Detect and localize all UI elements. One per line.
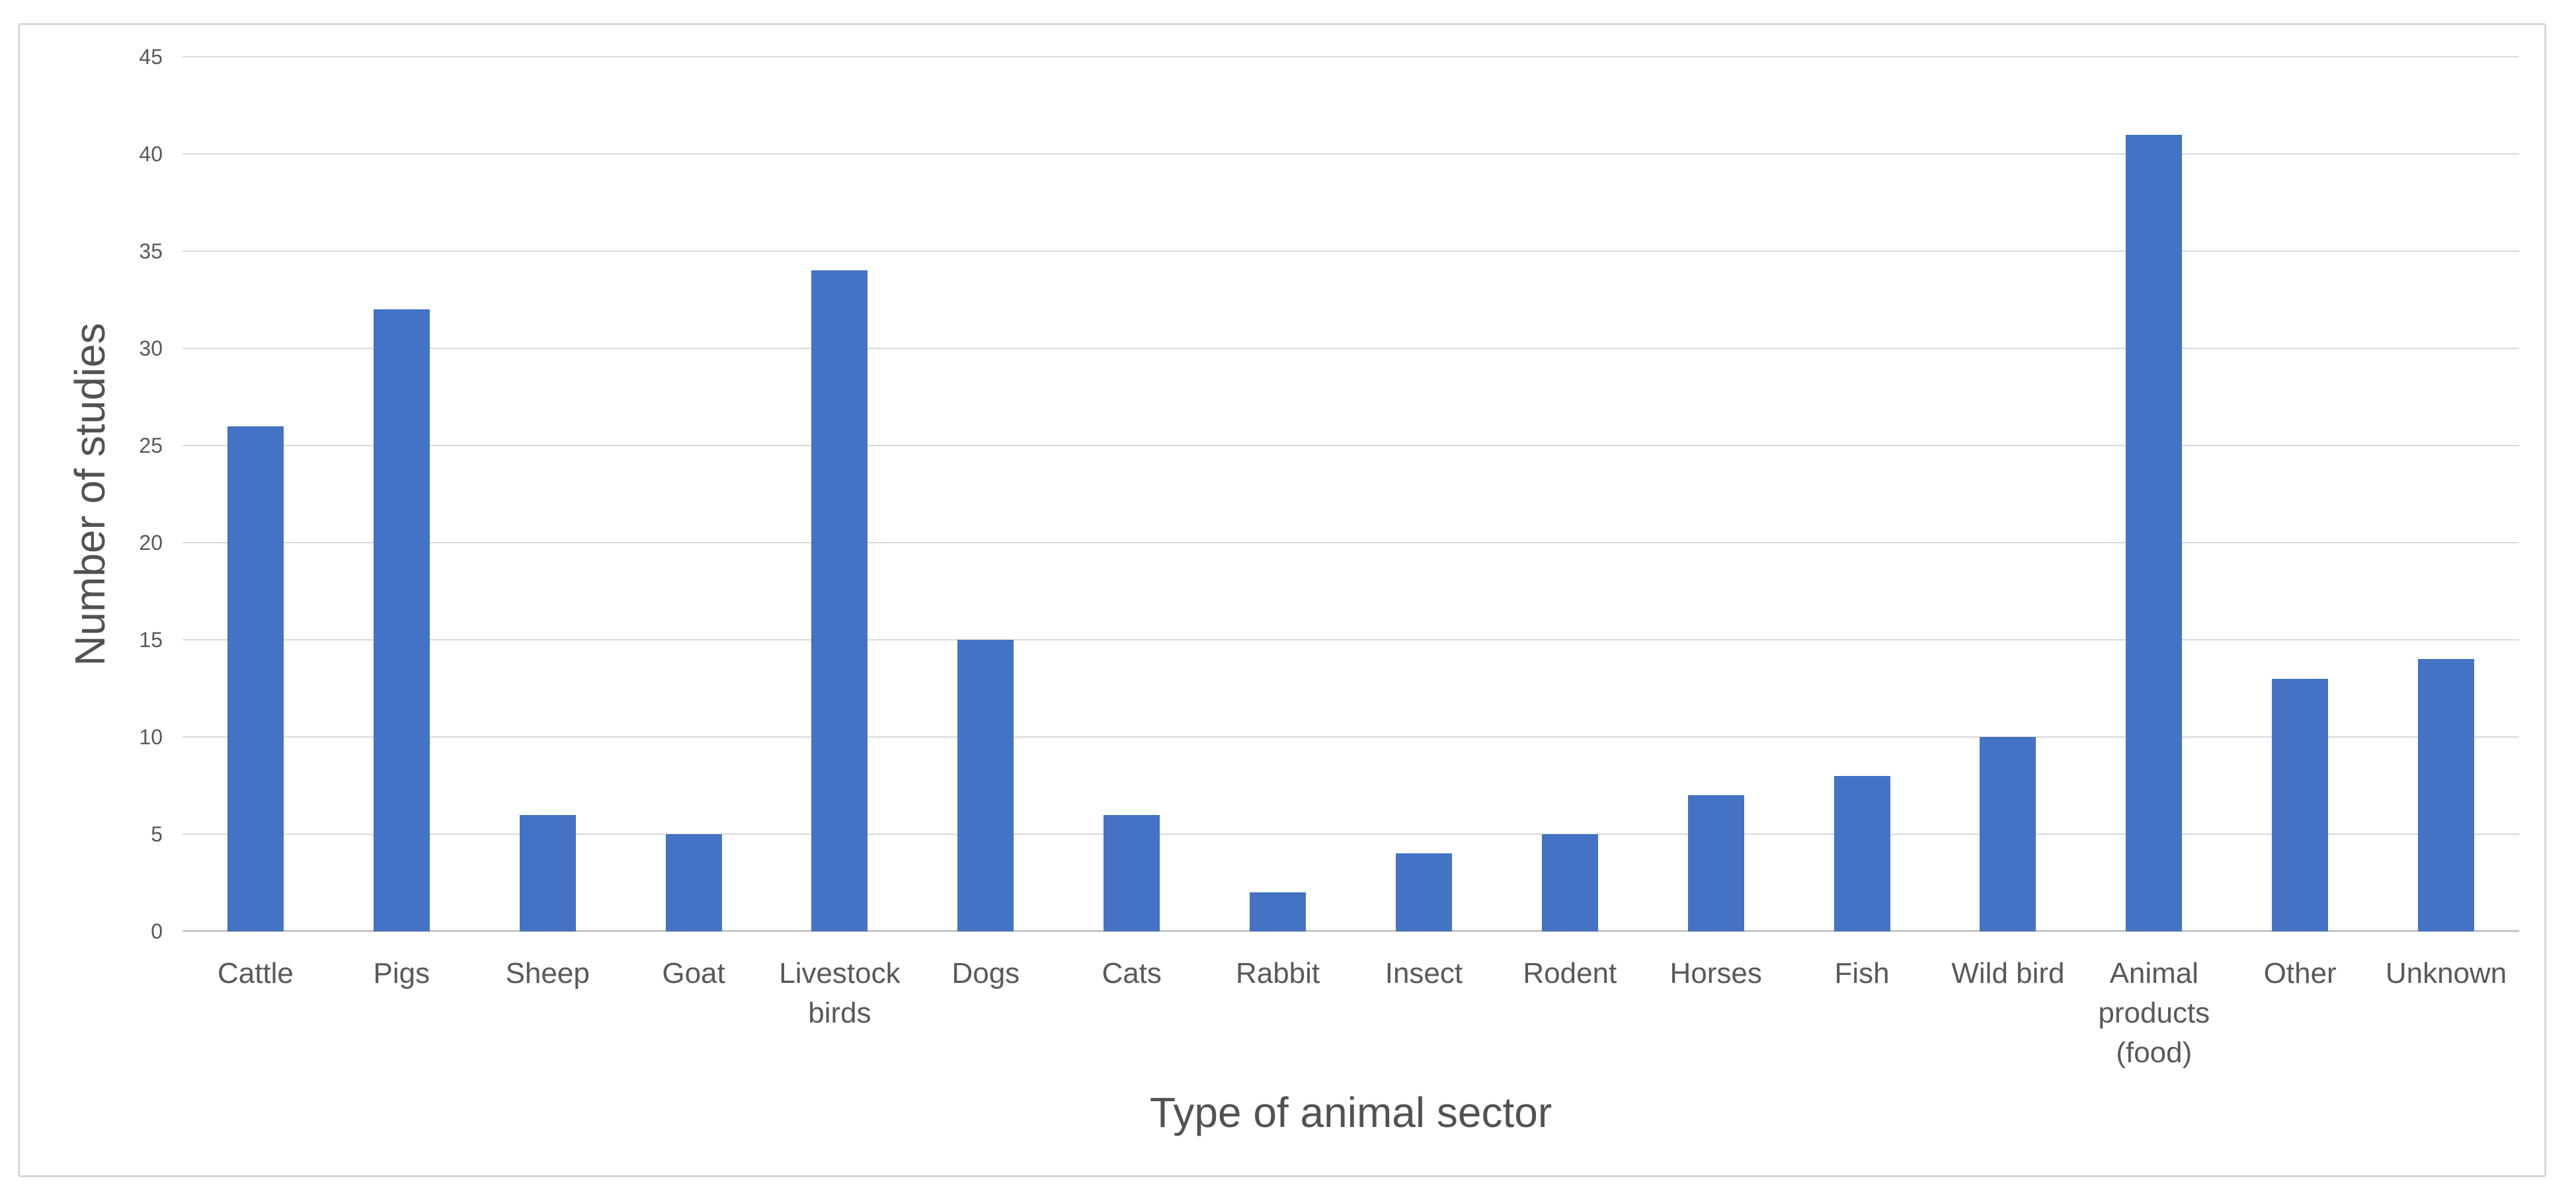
y-tick-label-40: 40 bbox=[139, 142, 163, 166]
bar-sheep bbox=[519, 814, 576, 931]
category-label-sheep: Sheep bbox=[505, 957, 590, 990]
x-axis-line bbox=[182, 930, 2519, 932]
chart-figure: 0 5 10 15 20 25 30 35 40 45 Cattle Pigs Sheep Goat Li… bbox=[18, 23, 2546, 1177]
bar-cattle bbox=[227, 426, 284, 931]
category-label-unknown: Unknown bbox=[2385, 957, 2507, 990]
category-label-wild-bird: Wild bird bbox=[1951, 957, 2065, 990]
y-tick-label-20: 20 bbox=[139, 531, 163, 555]
gridline-y-10 bbox=[182, 736, 2519, 738]
bar-livestock-birds bbox=[811, 270, 868, 931]
y-tick-label-5: 5 bbox=[151, 822, 163, 846]
bar-rodent bbox=[1541, 834, 1598, 931]
bar-goat bbox=[665, 834, 722, 931]
y-tick-label-0: 0 bbox=[151, 919, 163, 943]
category-label-rabbit: Rabbit bbox=[1235, 957, 1320, 990]
category-label-pigs: Pigs bbox=[373, 957, 430, 990]
bar-fish bbox=[1833, 775, 1890, 931]
bar-dogs bbox=[957, 640, 1014, 931]
y-tick-label-35: 35 bbox=[139, 239, 163, 263]
bar-unknown bbox=[2418, 659, 2475, 931]
category-label-other: Other bbox=[2263, 957, 2337, 990]
category-label-dogs: Dogs bbox=[951, 957, 1020, 990]
y-axis-title: Number of studies bbox=[66, 323, 114, 666]
category-label-animal-products-food: Animal products (food) bbox=[2098, 957, 2210, 1069]
category-label-cattle: Cattle bbox=[217, 957, 294, 990]
gridline-y-35 bbox=[182, 251, 2519, 252]
category-label-horses: Horses bbox=[1670, 957, 1762, 990]
bar-cats bbox=[1104, 814, 1160, 931]
gridline-y-40 bbox=[182, 153, 2519, 155]
plot-area bbox=[182, 56, 2519, 932]
bar-animal-products-food bbox=[2126, 134, 2183, 931]
bar-insect bbox=[1395, 853, 1452, 931]
y-tick-label-25: 25 bbox=[139, 434, 163, 457]
category-label-goat: Goat bbox=[662, 957, 725, 990]
bar-horses bbox=[1687, 795, 1744, 931]
x-axis-title: Type of animal sector bbox=[1149, 1089, 1552, 1136]
category-label-fish: Fish bbox=[1834, 957, 1890, 990]
gridline-y-30 bbox=[182, 348, 2519, 349]
gridline-y-25 bbox=[182, 445, 2519, 446]
bar-wild-bird bbox=[1980, 737, 2036, 931]
category-label-insect: Insect bbox=[1385, 957, 1463, 990]
category-label-rodent: Rodent bbox=[1523, 957, 1617, 990]
y-tick-label-10: 10 bbox=[139, 725, 163, 749]
y-tick-label-15: 15 bbox=[139, 628, 163, 652]
category-label-cats: Cats bbox=[1102, 957, 1162, 990]
category-label-livestock-birds: Livestock birds bbox=[779, 957, 901, 1029]
bar-pigs bbox=[373, 309, 430, 931]
bar-other bbox=[2272, 678, 2329, 931]
y-tick-label-30: 30 bbox=[139, 336, 163, 360]
gridline-y-5 bbox=[182, 834, 2519, 835]
gridline-y-15 bbox=[182, 639, 2519, 640]
bar-rabbit bbox=[1250, 892, 1307, 931]
y-tick-label-45: 45 bbox=[139, 45, 163, 69]
gridline-y-45 bbox=[182, 56, 2519, 58]
gridline-y-20 bbox=[182, 542, 2519, 543]
